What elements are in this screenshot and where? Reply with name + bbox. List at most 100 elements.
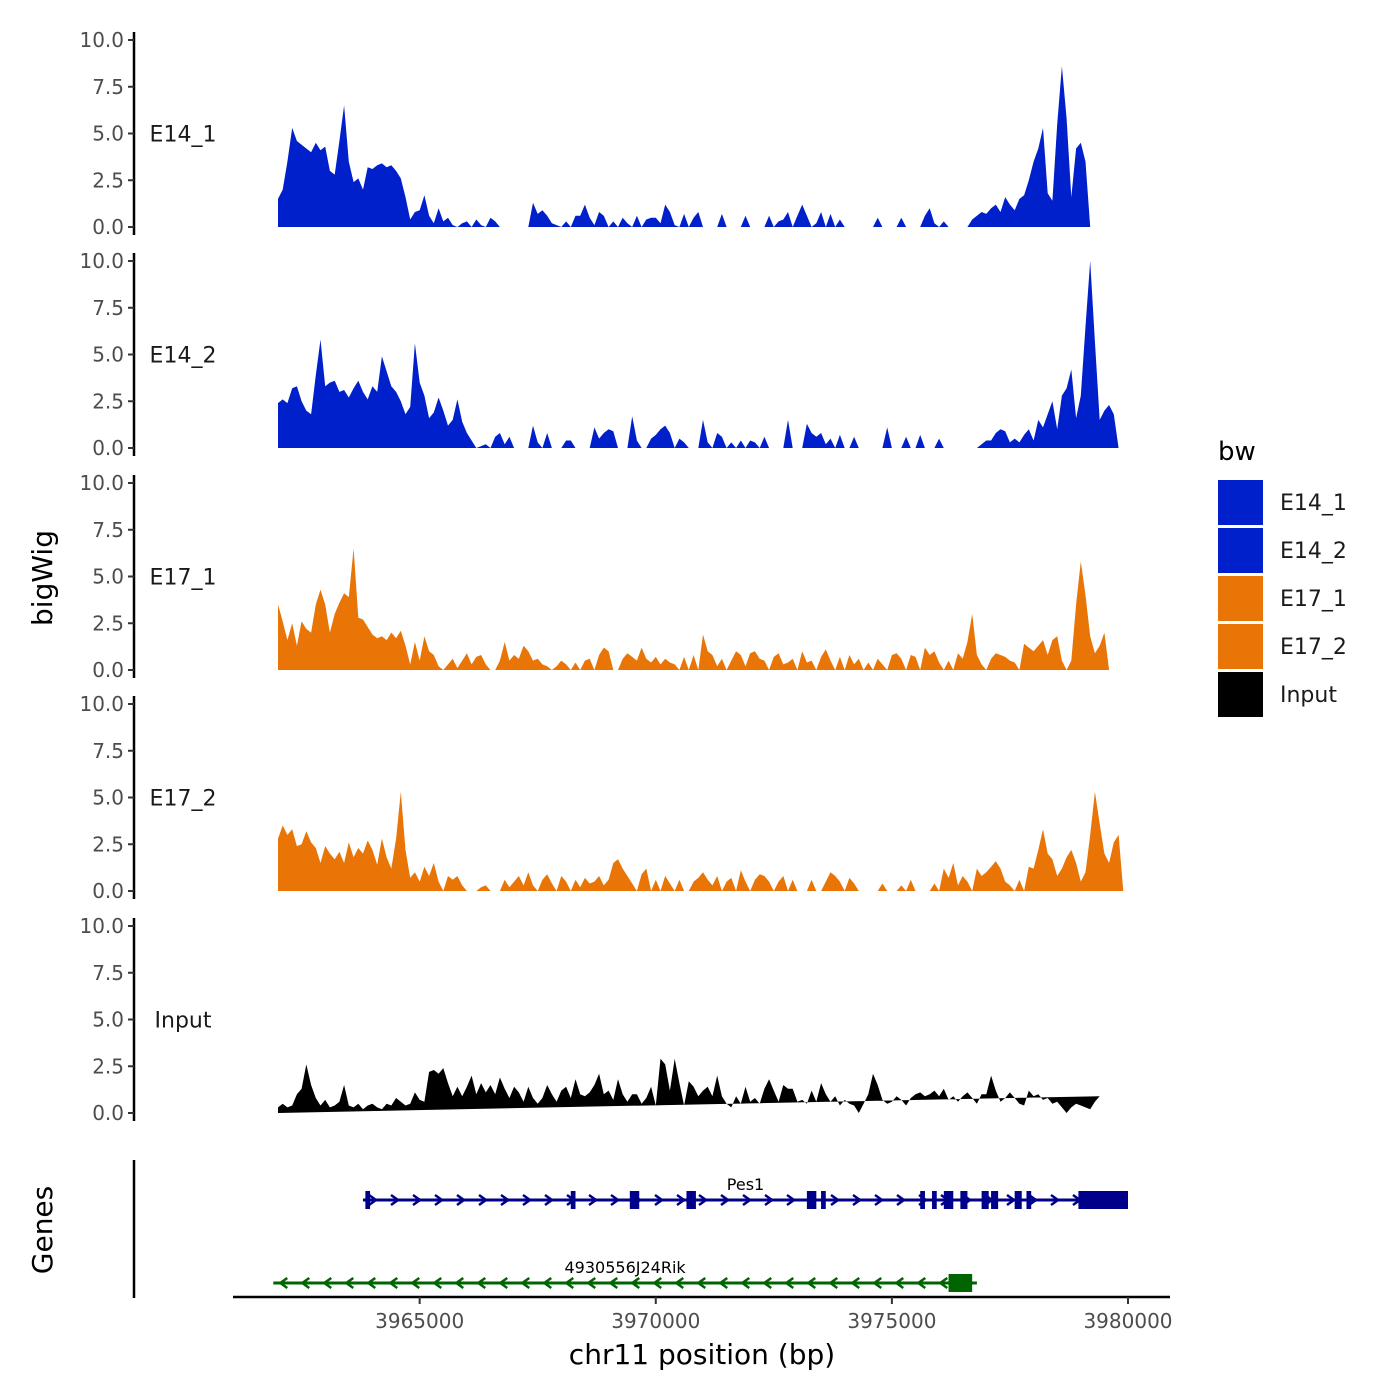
strand-arrow bbox=[764, 1193, 775, 1207]
strand-arrow bbox=[586, 1276, 597, 1290]
strand-arrow bbox=[588, 1193, 599, 1207]
strand-arrow bbox=[872, 1276, 883, 1290]
signal-area-E17_2 bbox=[278, 791, 1124, 891]
gene-exon bbox=[932, 1191, 937, 1209]
gene-exon bbox=[570, 1191, 576, 1209]
track-label-Input: Input bbox=[155, 1009, 212, 1034]
y-tick-label: 2.5 bbox=[92, 1054, 124, 1078]
strand-arrow bbox=[806, 1276, 817, 1290]
genes-axis-title: Genes bbox=[26, 1186, 59, 1274]
y-tick-label: 2.5 bbox=[92, 832, 124, 856]
gene-4930556J24Rik: 4930556J24Rik bbox=[273, 1258, 977, 1292]
strand-arrow bbox=[520, 1276, 531, 1290]
y-tick-label: 7.5 bbox=[92, 296, 124, 320]
legend-key-E14_1 bbox=[1218, 480, 1263, 525]
strand-arrow bbox=[300, 1276, 311, 1290]
y-tick-label: 10.0 bbox=[79, 914, 124, 938]
y-tick-label: 7.5 bbox=[92, 75, 124, 99]
y-tick-label: 10.0 bbox=[79, 692, 124, 716]
legend-label-E17_2: E17_2 bbox=[1280, 635, 1347, 660]
x-axis-title: chr11 position (bp) bbox=[569, 1338, 835, 1371]
strand-arrow bbox=[784, 1276, 795, 1290]
x-tick-label: 3970000 bbox=[611, 1309, 700, 1333]
strand-arrow bbox=[278, 1276, 289, 1290]
gene-label-4930556J24Rik: 4930556J24Rik bbox=[564, 1258, 686, 1277]
signal-area-E14_1 bbox=[278, 66, 1091, 227]
signal-area-Input bbox=[278, 1058, 1100, 1113]
strand-arrow bbox=[696, 1276, 707, 1290]
strand-arrow bbox=[478, 1193, 489, 1207]
x-tick-label: 3980000 bbox=[1083, 1309, 1172, 1333]
y-tick-label: 0.0 bbox=[92, 215, 124, 239]
strand-arrow bbox=[676, 1193, 687, 1207]
strand-arrow bbox=[1006, 1193, 1017, 1207]
gene-exon bbox=[821, 1191, 826, 1209]
strand-arrow bbox=[828, 1276, 839, 1290]
gene-Pes1: Pes1 bbox=[363, 1175, 1128, 1209]
legend-label-E14_1: E14_1 bbox=[1280, 491, 1347, 516]
strand-arrow bbox=[850, 1276, 861, 1290]
strand-arrow bbox=[742, 1193, 753, 1207]
track-panel-Input: 0.0 2.5 5.0 7.5 10.0 Input bbox=[79, 914, 1100, 1125]
strand-arrow bbox=[344, 1276, 355, 1290]
strand-arrow bbox=[762, 1276, 773, 1290]
gene-exon bbox=[1014, 1191, 1022, 1209]
strand-arrow bbox=[366, 1276, 377, 1290]
strand-arrow bbox=[412, 1193, 423, 1207]
strand-arrow bbox=[388, 1276, 399, 1290]
strand-arrow bbox=[390, 1193, 401, 1207]
gene-label-Pes1: Pes1 bbox=[727, 1175, 764, 1194]
strand-arrow bbox=[874, 1193, 885, 1207]
track-panel-E17_2: 0.0 2.5 5.0 7.5 10.0 E17_2 bbox=[79, 692, 1124, 903]
gene-exon bbox=[991, 1191, 999, 1209]
strand-arrow bbox=[564, 1276, 575, 1290]
strand-arrow bbox=[938, 1276, 949, 1290]
track-panel-E14_2: 0.0 2.5 5.0 7.5 10.0 E14_2 bbox=[79, 249, 1119, 460]
strand-arrow bbox=[1050, 1193, 1061, 1207]
strand-arrow bbox=[454, 1276, 465, 1290]
y-tick-label: 10.0 bbox=[79, 249, 124, 273]
strand-arrow bbox=[720, 1193, 731, 1207]
y-tick-label: 2.5 bbox=[92, 611, 124, 635]
x-tick-label: 3975000 bbox=[847, 1309, 936, 1333]
y-tick-label: 10.0 bbox=[79, 28, 124, 52]
legend-key-E14_2 bbox=[1218, 528, 1263, 573]
x-tick-label: 3965000 bbox=[375, 1309, 464, 1333]
strand-arrow bbox=[410, 1276, 421, 1290]
y-tick-label: 7.5 bbox=[92, 739, 124, 763]
legend: E14_1 E14_2 E17_1 E17_2 Input bbox=[1218, 480, 1347, 717]
y-tick-label: 5.0 bbox=[92, 565, 124, 589]
y-tick-label: 0.0 bbox=[92, 436, 124, 460]
strand-arrow bbox=[498, 1276, 509, 1290]
gene-exon bbox=[1078, 1191, 1128, 1209]
track-label-E17_2: E17_2 bbox=[150, 787, 217, 812]
strand-arrow bbox=[652, 1276, 663, 1290]
gene-exon bbox=[686, 1191, 696, 1209]
y-tick-label: 5.0 bbox=[92, 122, 124, 146]
strand-arrow bbox=[630, 1276, 641, 1290]
strand-arrow bbox=[322, 1276, 333, 1290]
legend-key-E17_2 bbox=[1218, 624, 1263, 669]
legend-label-E17_1: E17_1 bbox=[1280, 587, 1347, 612]
gene-exon bbox=[920, 1191, 925, 1209]
strand-arrow bbox=[368, 1193, 379, 1207]
signal-area-E14_2 bbox=[278, 261, 1119, 448]
y-tick-label: 5.0 bbox=[92, 343, 124, 367]
track-panel-E17_1: 0.0 2.5 5.0 7.5 10.0 E17_1 bbox=[79, 471, 1110, 682]
legend-title: bw bbox=[1218, 437, 1256, 467]
strand-arrow bbox=[698, 1193, 709, 1207]
legend-label-Input: Input bbox=[1280, 683, 1337, 708]
strand-arrow bbox=[434, 1193, 445, 1207]
strand-arrow bbox=[740, 1276, 751, 1290]
strand-arrow bbox=[456, 1193, 467, 1207]
genes-layer: Pes1 4930556J24Rik bbox=[132, 1160, 1128, 1298]
tracks-layer: 0.0 2.5 5.0 7.5 10.0 E14_1 0.0 2.5 5.0 7.5 10.0 E14… bbox=[79, 28, 1124, 1125]
gene-exon bbox=[629, 1191, 640, 1209]
strand-arrow bbox=[522, 1193, 533, 1207]
gene-exon bbox=[960, 1191, 968, 1209]
strand-arrow bbox=[718, 1276, 729, 1290]
track-panel-E14_1: 0.0 2.5 5.0 7.5 10.0 E14_1 bbox=[79, 28, 1091, 239]
strand-arrow bbox=[608, 1276, 619, 1290]
y-tick-label: 0.0 bbox=[92, 658, 124, 682]
